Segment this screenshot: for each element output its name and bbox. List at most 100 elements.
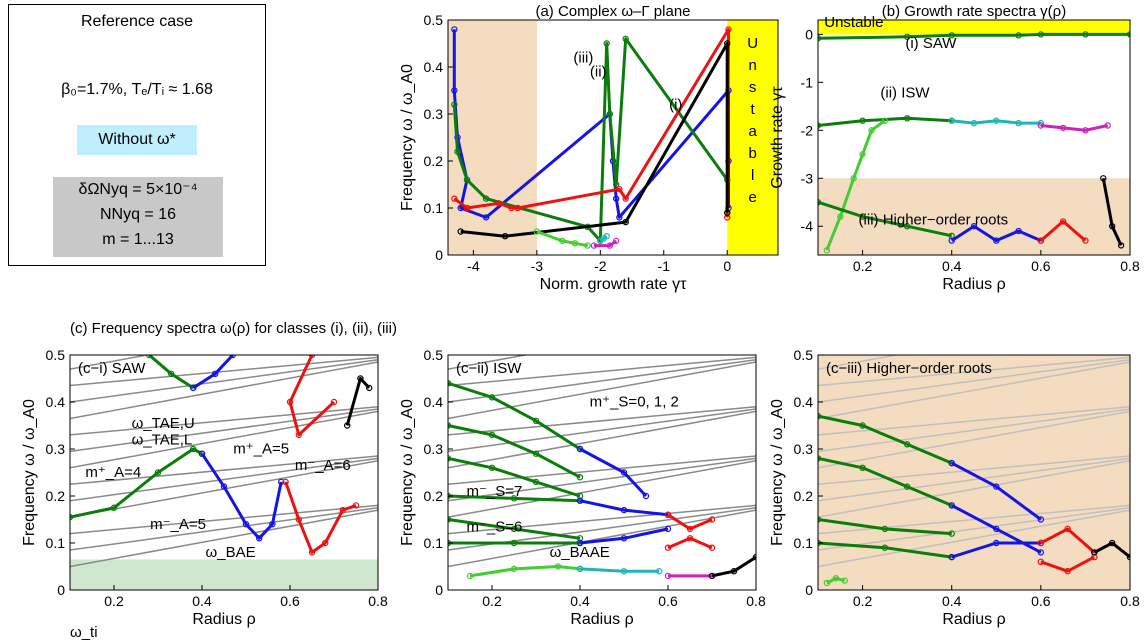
unstable-letter: e — [748, 189, 756, 206]
unstable-letter: n — [748, 57, 756, 74]
background-continuum-line — [70, 356, 378, 387]
series-line-lightgreen — [469, 565, 581, 578]
data-point — [859, 464, 866, 471]
data-point — [612, 195, 620, 202]
data-point — [948, 117, 955, 124]
background-continuum-line — [818, 355, 901, 370]
data-point — [1037, 539, 1045, 547]
x-tick-label: -3 — [531, 258, 544, 274]
data-point — [269, 521, 276, 528]
series-line-green — [70, 447, 203, 519]
data-point — [532, 478, 540, 486]
series-line-cyan — [951, 119, 1041, 125]
data-point — [146, 355, 153, 359]
data-point — [454, 148, 461, 155]
data-point — [993, 237, 1000, 244]
data-point — [278, 478, 285, 486]
unstable-letter: U — [747, 35, 758, 52]
x-tick-label: 0.4 — [570, 593, 590, 609]
x-tick-label: 0.8 — [746, 593, 766, 609]
background-continuum-line — [70, 509, 378, 568]
x-tick-label: 0.8 — [368, 593, 388, 609]
data-point — [533, 228, 541, 235]
chart-annotation: (ii) — [590, 63, 607, 80]
data-point — [308, 549, 316, 556]
y-tick-label: 0 — [805, 582, 813, 598]
chart-annotation: ω_BAE — [206, 544, 256, 561]
data-point — [620, 469, 628, 476]
background-continuum-line — [70, 410, 378, 469]
x-tick-label: 0.6 — [658, 593, 678, 609]
chart-annotation: ω_BAAE — [550, 544, 610, 561]
data-point — [501, 232, 509, 240]
x-tick-label: 0.4 — [942, 593, 962, 609]
data-point — [514, 204, 522, 212]
numerics-line: δΩNyq = 5×10⁻⁴ — [78, 181, 198, 198]
background-continuum-line — [818, 504, 1130, 535]
data-point — [708, 544, 716, 551]
data-point — [686, 535, 694, 542]
case-label: Without ω* — [77, 125, 197, 155]
data-point — [903, 33, 911, 40]
data-point — [463, 176, 471, 183]
x-tick-label: 0.2 — [104, 593, 124, 609]
data-point — [1082, 127, 1089, 134]
data-point — [229, 355, 236, 359]
numerics-box: δΩNyq = 5×10⁻⁴ NNyq = 16 m = 1...13 — [53, 177, 223, 257]
data-point — [1104, 122, 1111, 129]
x-axis-label: Radius ρ — [942, 611, 1005, 628]
data-point — [510, 495, 518, 502]
data-point — [559, 237, 566, 245]
data-point — [282, 478, 289, 486]
series-line-red — [453, 27, 730, 218]
background-continuum-line — [448, 358, 756, 403]
data-point — [850, 175, 857, 182]
data-point — [708, 572, 716, 580]
series-line-red — [1040, 527, 1096, 554]
data-point — [1082, 237, 1089, 244]
x-tick-label: 0.2 — [853, 593, 873, 609]
series-line-magenta — [1040, 124, 1109, 132]
series-line-green — [818, 518, 952, 536]
chart-annotation: m⁺_A=4 — [85, 464, 141, 481]
background-continuum-line — [818, 358, 1130, 403]
background-continuum-line — [818, 356, 1130, 387]
data-point — [189, 384, 197, 392]
chart-annotation: m⁻_S=7 — [466, 483, 522, 500]
y-tick-label: 0.5 — [794, 347, 814, 363]
data-point — [993, 117, 1000, 124]
region-higher-order — [448, 20, 537, 255]
x-tick-label: 0.4 — [192, 593, 212, 609]
data-point — [508, 204, 515, 212]
x-axis-label: Radius ρ — [192, 611, 255, 628]
data-point — [823, 579, 831, 587]
unstable-letter: l — [751, 167, 754, 184]
y-tick-label: 0 — [805, 26, 813, 42]
data-point — [189, 445, 197, 453]
data-point — [448, 455, 452, 462]
background-continuum-line — [70, 405, 378, 436]
data-point — [242, 521, 250, 528]
background-continuum-line — [448, 361, 756, 420]
y-tick-label: -3 — [801, 170, 814, 186]
background-continuum-line — [818, 509, 1130, 568]
data-point — [606, 110, 614, 118]
data-point — [903, 115, 911, 122]
y-tick-label: -4 — [801, 218, 814, 234]
chart-annotation: ω_TAE,L — [132, 431, 193, 448]
y-tick-label: 0.2 — [424, 153, 444, 169]
y-tick-label: 0 — [57, 582, 65, 598]
data-point — [1117, 242, 1125, 249]
data-point — [211, 370, 219, 377]
data-point — [554, 563, 562, 570]
data-point — [451, 195, 458, 202]
data-point — [948, 459, 955, 467]
data-point — [1037, 31, 1045, 38]
data-point — [198, 450, 206, 457]
background-continuum-line — [818, 455, 1130, 485]
y-tick-label: 0.3 — [794, 441, 814, 457]
series-line-blue — [579, 447, 648, 498]
data-point — [510, 539, 518, 547]
data-point — [590, 242, 598, 249]
y-tick-label: 0.1 — [424, 535, 444, 551]
